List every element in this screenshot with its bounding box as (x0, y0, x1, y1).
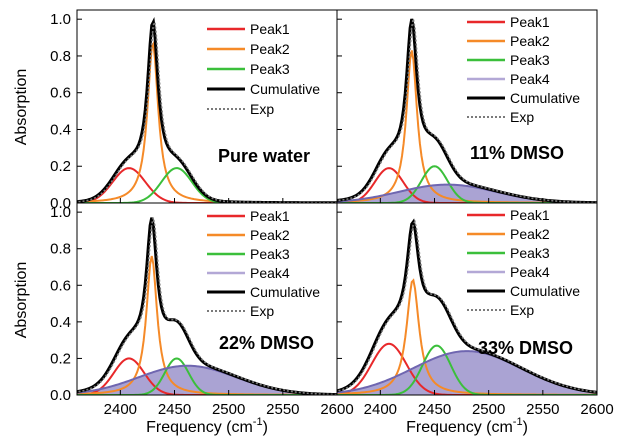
legend-label-exp: Exp (250, 303, 274, 319)
series-exp (338, 220, 597, 393)
legend-label-peak1: Peak1 (250, 208, 290, 224)
series-peak1 (77, 357, 337, 395)
panel-2: Peak1 Peak2 Peak3 Peak4 Cumulative Exp 11% DMS… (336, 9, 598, 204)
x-tick-label: 2500 (212, 401, 245, 418)
panel-label: 33% DMSO (478, 338, 573, 358)
y-tick-label: 0.4 (50, 314, 71, 331)
peak4-fill (337, 184, 597, 203)
series-peak1 (337, 167, 597, 203)
legend-label-cumulative: Cumulative (510, 283, 580, 299)
legend-label-peak2: Peak2 (250, 227, 290, 243)
x-tick-label: 2500 (472, 401, 505, 418)
series-exp (338, 18, 597, 203)
panel-frame (336, 202, 598, 396)
series-peak1 (77, 167, 337, 203)
y-tick-label: 0.8 (50, 48, 71, 65)
series-peak3 (77, 357, 337, 395)
panel-label: 11% DMSO (470, 143, 564, 163)
x-axis-label-close: ) (523, 419, 528, 436)
peak4-fill (77, 365, 337, 395)
legend-label-cumulative: Cumulative (250, 81, 320, 97)
legend-label-peak2: Peak2 (510, 226, 550, 242)
legend-label-peak3: Peak3 (250, 61, 290, 77)
y-tick-label: 0.6 (50, 277, 71, 294)
y-tick-label: 0.2 (50, 158, 71, 175)
x-tick-label: 2550 (526, 401, 559, 418)
panel-3: 0.0 0.2 0.4 0.6 0.8 1.0 2400 2450 2500 2550 2600 Pe… (50, 202, 354, 418)
x-tick-label: 2450 (158, 401, 191, 418)
legend-label-peak2: Peak2 (250, 41, 290, 57)
legend-label-exp: Exp (250, 101, 274, 117)
legend-label-peak2: Peak2 (510, 33, 550, 49)
legend-label-peak3: Peak3 (510, 245, 550, 261)
x-tick-label: 2400 (104, 401, 137, 418)
y-axis-label: Absorption (13, 262, 30, 339)
legend-label-peak1: Peak1 (510, 207, 550, 223)
panel-label: 22% DMSO (219, 333, 314, 353)
y-tick-label: 0.0 (50, 387, 71, 404)
panel-label: Pure water (218, 146, 310, 166)
series-cumulative (337, 18, 597, 203)
legend-label-peak4: Peak4 (250, 265, 290, 281)
peak4-fill (337, 351, 597, 395)
x-axis-label-sup: -1 (513, 416, 523, 428)
panel-1: 0.0 0.2 0.4 0.6 0.8 1.0 Peak1 Peak2 Peak3 Cumulat… (50, 9, 338, 212)
plot-area (337, 218, 597, 395)
legend-label-peak4: Peak4 (510, 264, 550, 280)
series-exp (78, 217, 337, 395)
legend-label-peak3: Peak3 (510, 52, 550, 68)
x-axis-label-main: Frequency (cm (406, 419, 513, 436)
series-peak1 (337, 342, 597, 395)
y-tick-label: 0.2 (50, 350, 71, 367)
y-axis-label: Absorption (13, 69, 30, 146)
x-axis-label: Frequency (cm-1) (406, 416, 528, 436)
series-cumulative (337, 218, 597, 394)
x-tick-label: 2600 (580, 401, 613, 418)
x-tick-label: 2550 (266, 401, 299, 418)
x-tick-label: 2400 (364, 401, 397, 418)
y-tick-label: 0.0 (50, 195, 71, 212)
x-axis-label: Frequency (cm-1) (146, 416, 268, 436)
legend-label-peak3: Peak3 (250, 246, 290, 262)
y-tick-label: 0.4 (50, 121, 71, 138)
legend-label-peak4: Peak4 (510, 71, 550, 87)
panel-frame (336, 9, 598, 204)
panel-4: 2400 2450 2500 2550 2600 Peak1 Peak2 Peak3 Peak4… (336, 202, 614, 418)
y-tick-label: 1.0 (50, 204, 71, 221)
legend-label-cumulative: Cumulative (250, 284, 320, 300)
y-tick-label: 0.8 (50, 241, 71, 258)
x-tick-label: 2600 (320, 401, 353, 418)
legend-label-exp: Exp (510, 109, 534, 125)
y-tick-label: 0.6 (50, 85, 71, 102)
legend-label-peak1: Peak1 (250, 21, 290, 37)
x-axis-label-close: ) (263, 419, 268, 436)
series-cumulative (77, 217, 337, 395)
legend-label-cumulative: Cumulative (510, 90, 580, 106)
x-axis-label-main: Frequency (cm (146, 419, 253, 436)
legend-label-exp: Exp (510, 302, 534, 318)
x-tick-label: 2450 (418, 401, 451, 418)
x-axis-label-sup: -1 (253, 416, 263, 428)
plot-area (77, 217, 337, 395)
y-tick-label: 1.0 (50, 11, 71, 28)
legend-label-peak1: Peak1 (510, 14, 550, 30)
plot-area (337, 18, 597, 203)
